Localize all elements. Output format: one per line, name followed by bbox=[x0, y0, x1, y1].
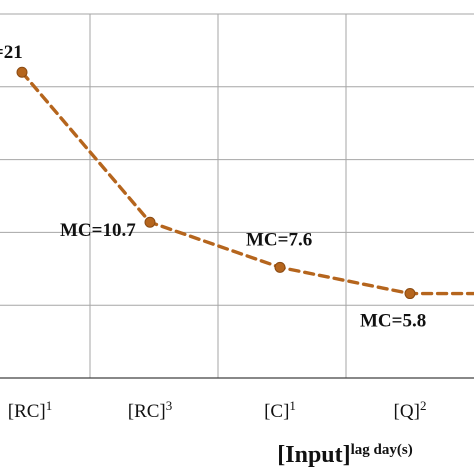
x-tick-label: [Q]2 bbox=[394, 398, 427, 423]
data-label: MC=5.8 bbox=[360, 311, 426, 332]
data-label: MC=7.6 bbox=[246, 229, 312, 250]
data-point bbox=[404, 288, 416, 300]
data-point bbox=[16, 66, 28, 78]
x-axis-title-base: [Input] bbox=[277, 442, 350, 468]
series bbox=[16, 66, 474, 300]
data-label: MC=21 bbox=[0, 42, 23, 63]
grid bbox=[0, 13, 474, 379]
data-label: MC=10.7 bbox=[60, 220, 136, 241]
x-axis-title: [Input]lag day(s) bbox=[277, 442, 412, 468]
data-point bbox=[274, 261, 286, 273]
x-tick-label: [C]1 bbox=[264, 398, 296, 423]
x-axis-title-superscript: lag day(s) bbox=[351, 442, 413, 458]
x-tick-labels: [RC]1 [RC]3 [C]1 [Q]2 bbox=[8, 398, 427, 423]
data-point bbox=[144, 216, 156, 228]
x-tick-label: [RC]3 bbox=[128, 398, 173, 423]
data-labels: MC=21 MC=10.7 MC=7.6 MC=5.8 bbox=[0, 42, 426, 331]
x-tick-label: [RC]1 bbox=[8, 398, 53, 423]
